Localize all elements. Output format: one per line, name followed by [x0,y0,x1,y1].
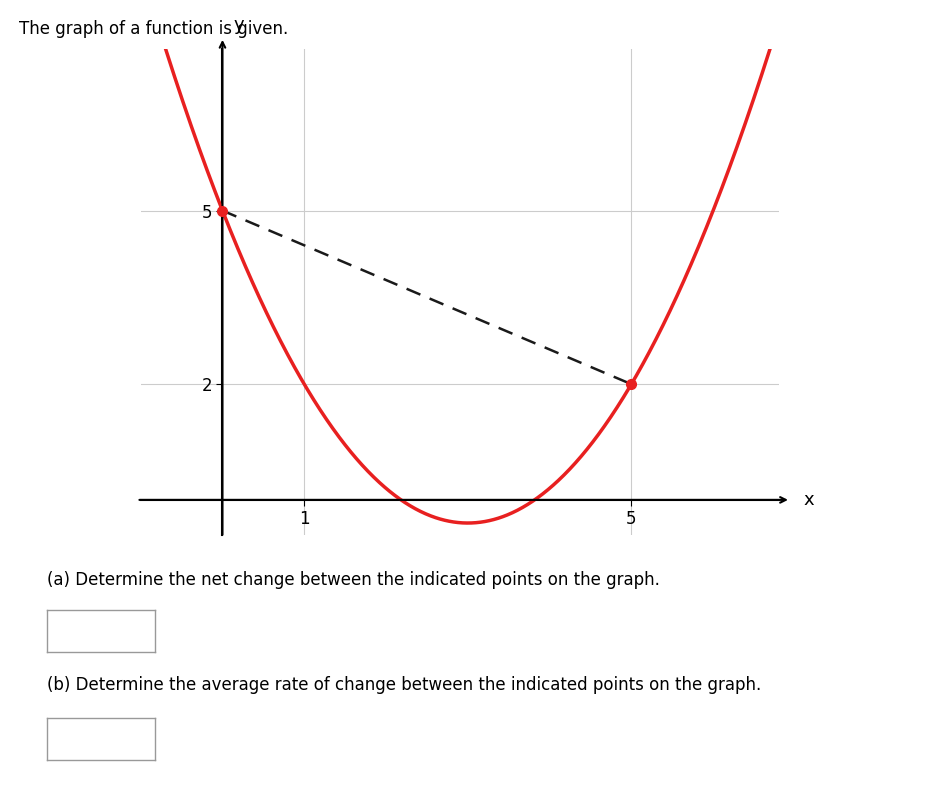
Text: x: x [803,491,813,509]
Text: (b) Determine the average rate of change between the indicated points on the gra: (b) Determine the average rate of change… [47,676,761,694]
Text: (a) Determine the net change between the indicated points on the graph.: (a) Determine the net change between the… [47,571,659,589]
Text: y: y [234,16,244,34]
Text: The graph of a function is given.: The graph of a function is given. [19,20,288,38]
